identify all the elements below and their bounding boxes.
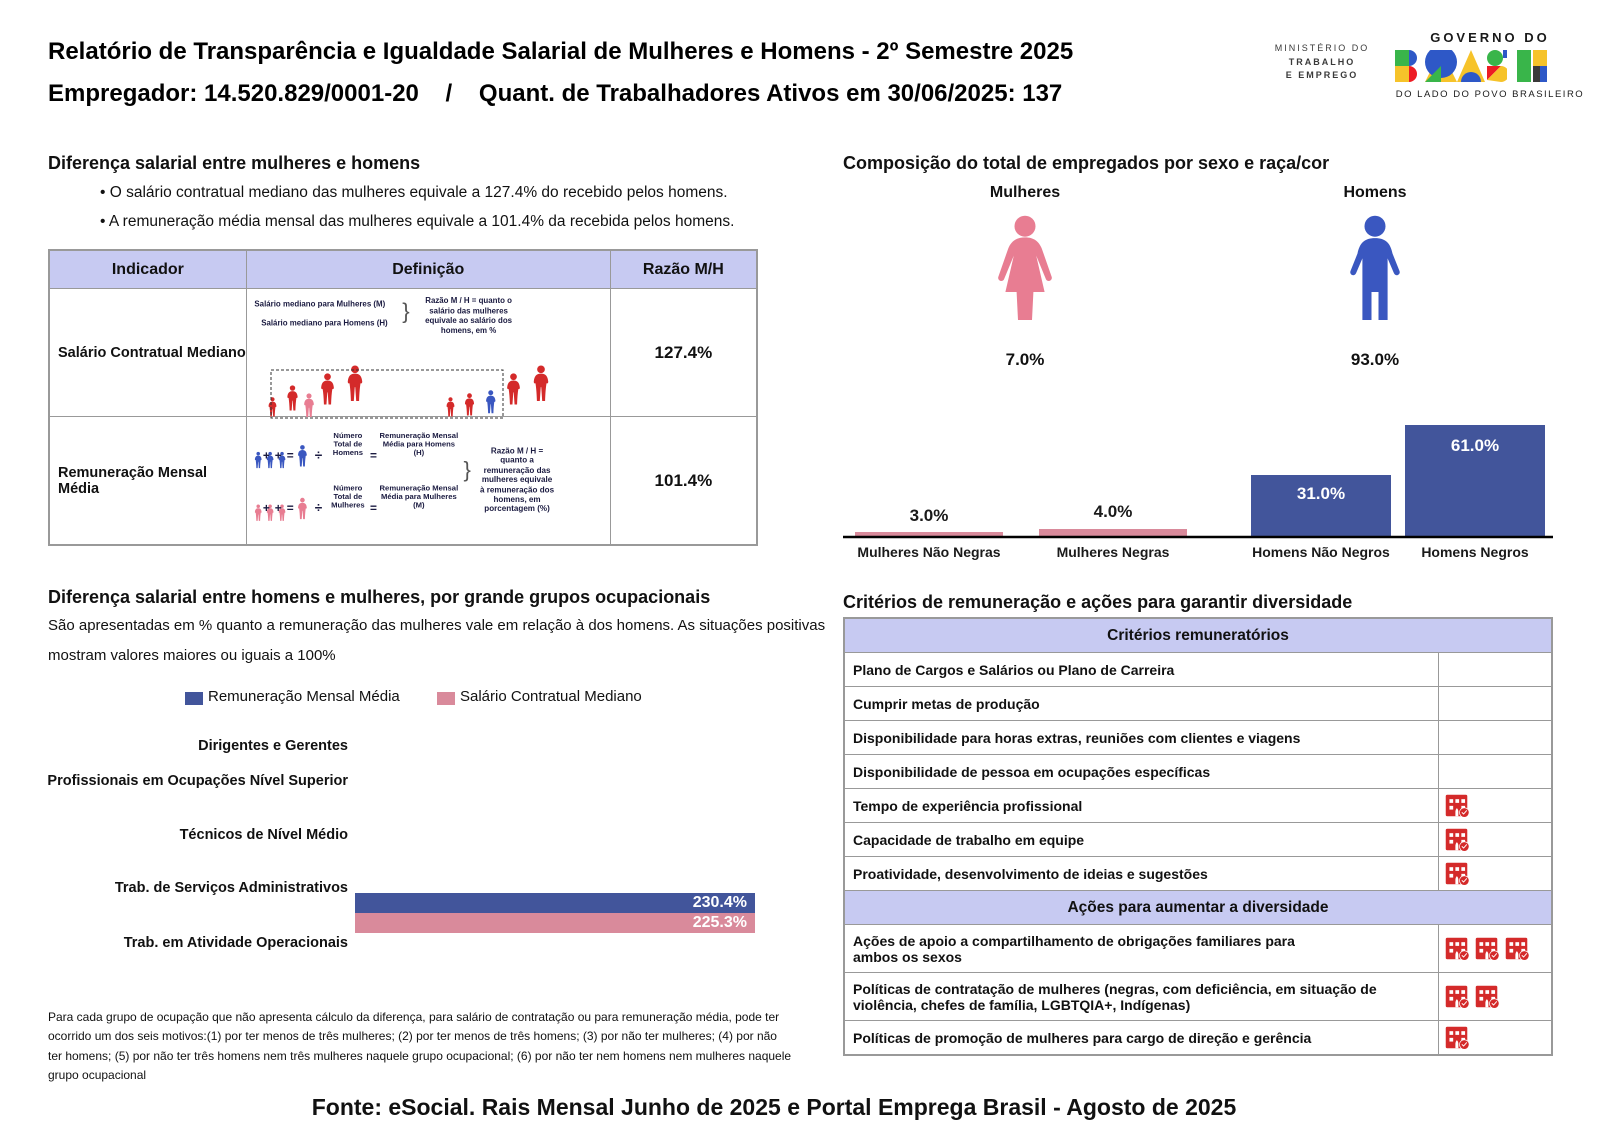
- svg-text:Mulheres Negras: Mulheres Negras: [1057, 544, 1170, 560]
- svg-text:4.0%: 4.0%: [1094, 502, 1133, 521]
- svg-text:Homens Negros: Homens Negros: [1421, 544, 1529, 560]
- svg-text:Mulheres Não Negras: Mulheres Não Negras: [857, 544, 1000, 560]
- svg-text:DO LADO DO POVO BRASILEIRO: DO LADO DO POVO BRASILEIRO: [1396, 89, 1584, 100]
- svg-text:61.0%: 61.0%: [1451, 436, 1499, 455]
- svg-text:GOVERNO DO: GOVERNO DO: [1430, 30, 1550, 45]
- svg-text:Homens Não Negros: Homens Não Negros: [1252, 544, 1390, 560]
- svg-text:3.0%: 3.0%: [910, 506, 949, 525]
- svg-text:31.0%: 31.0%: [1297, 484, 1345, 503]
